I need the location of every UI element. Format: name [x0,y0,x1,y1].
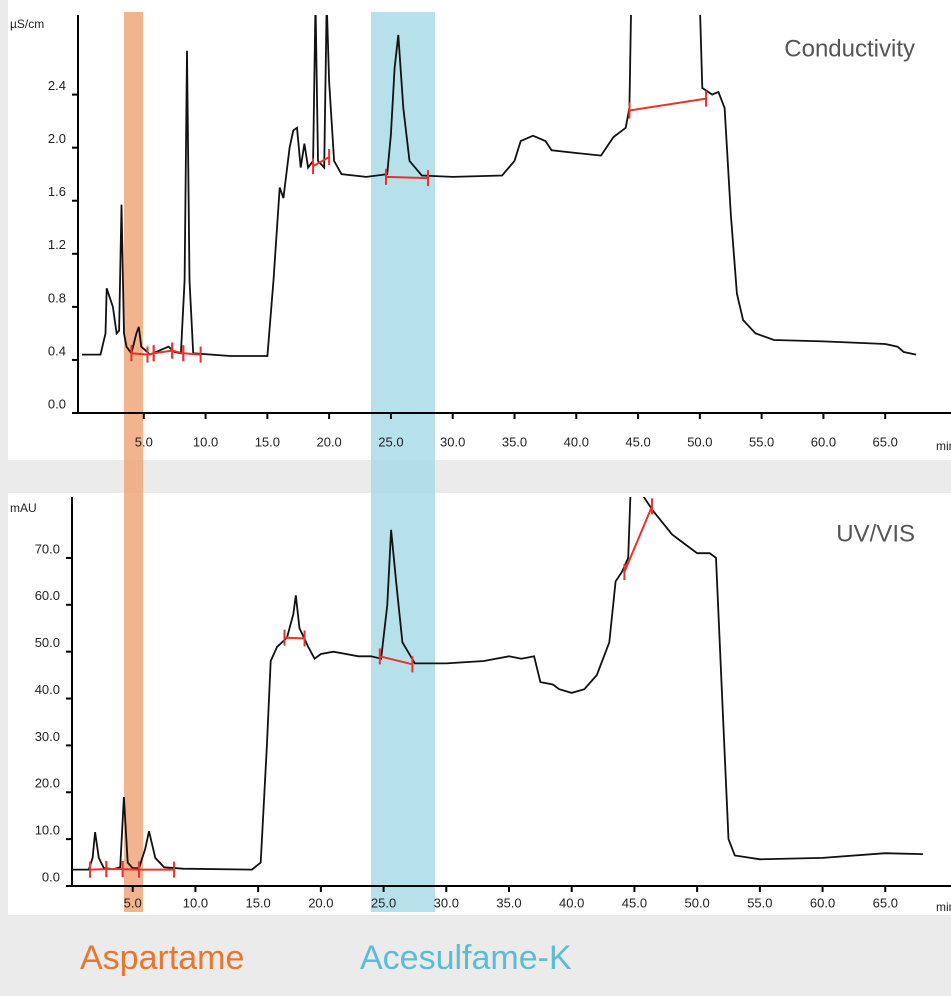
x-tick-label: 10.0 [193,434,218,449]
y-tick-label: 40.0 [35,682,60,697]
x-axis-label: min [936,439,951,453]
x-tick-label: 5.0 [124,895,142,910]
y-tick-label: 50.0 [35,635,60,650]
y-tick-label: 2.4 [48,78,66,93]
x-tick-label: 35.0 [502,434,527,449]
y-axis-label: mAU [10,501,37,515]
y-tick-label: 70.0 [35,541,60,556]
x-tick-label: 35.0 [496,895,521,910]
integration-baseline [378,648,414,673]
panel [8,0,951,460]
x-tick-label: 60.0 [811,434,836,449]
panel [8,493,951,915]
x-tick-label: 65.0 [873,434,898,449]
x-tick-label: 50.0 [687,434,712,449]
x-tick-label: 30.0 [434,895,459,910]
highlight-band [124,12,143,912]
integration-baseline [312,148,331,175]
compound-label: Acesulfame-K [360,939,572,977]
x-tick-label: 5.0 [135,434,153,449]
y-tick-label: 10.0 [35,823,60,838]
y-tick-label: 20.0 [35,776,60,791]
x-tick-label: 45.0 [625,434,650,449]
y-tick-label: 0.0 [48,396,66,411]
highlight-band [371,12,435,912]
x-tick-label: 55.0 [747,895,772,910]
integration-baseline [137,861,176,878]
detector-label: UV/VIS [836,520,915,547]
integration-baseline [628,90,708,119]
x-tick-label: 15.0 [245,895,270,910]
integration-baseline [182,345,202,363]
trace [82,15,917,357]
integration-baseline [384,168,429,187]
x-tick-label: 55.0 [749,434,774,449]
x-tick-label: 40.0 [559,895,584,910]
x-tick-label: 20.0 [316,434,341,449]
detector-label: Conductivity [784,35,915,62]
y-axis-label: µS/cm [10,17,44,31]
y-tick-label: 1.2 [48,237,66,252]
y-tick-label: 0.8 [48,290,66,305]
y-tick-label: 30.0 [35,729,60,744]
y-tick-label: 60.0 [35,588,60,603]
integration-baseline [623,498,653,580]
x-tick-label: 25.0 [371,895,396,910]
x-tick-label: 65.0 [873,895,898,910]
x-tick-label: 50.0 [684,895,709,910]
integration-baseline [283,629,306,647]
trace [72,497,923,871]
x-tick-label: 40.0 [564,434,589,449]
compound-label: Aspartame [80,939,244,977]
y-tick-label: 0.4 [48,343,66,358]
x-tick-label: 15.0 [255,434,280,449]
x-tick-label: 10.0 [183,895,208,910]
y-tick-label: 0.0 [42,869,60,884]
x-tick-label: 25.0 [378,434,403,449]
y-tick-label: 1.6 [48,184,66,199]
x-tick-label: 45.0 [622,895,647,910]
x-tick-label: 60.0 [810,895,835,910]
x-tick-label: 30.0 [440,434,465,449]
x-axis-label: min [936,900,951,914]
y-tick-label: 2.0 [48,131,66,146]
x-tick-label: 20.0 [308,895,333,910]
